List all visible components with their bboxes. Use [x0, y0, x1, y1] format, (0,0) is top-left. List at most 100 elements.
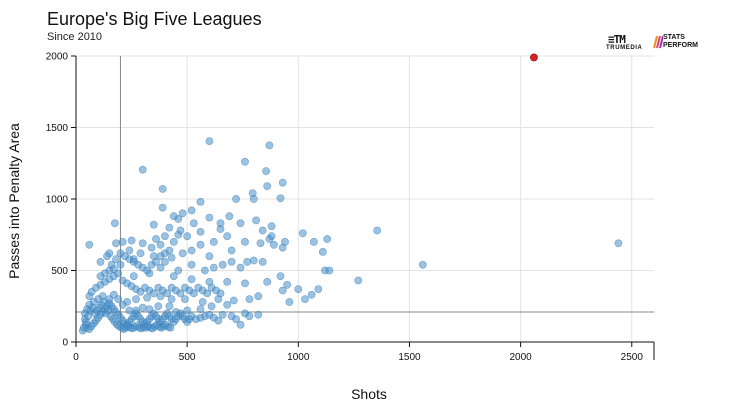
scatter-points — [78, 53, 623, 335]
data-point — [418, 260, 427, 269]
data-point — [318, 247, 327, 256]
data-point — [138, 303, 147, 312]
y-axis-label: Passes into Penalty Area — [6, 123, 22, 279]
data-point — [129, 272, 138, 281]
x-tick-label: 0 — [73, 352, 79, 363]
data-point — [187, 260, 196, 269]
logos: ≡TM TRUMEDIA STATS PERFORM — [606, 33, 716, 55]
data-point — [180, 295, 189, 303]
data-point — [178, 209, 187, 218]
x-tick-label: 2500 — [621, 352, 644, 363]
data-point — [276, 194, 285, 203]
data-point — [269, 240, 278, 249]
trumedia-mark: ≡TM — [608, 33, 626, 46]
data-point — [223, 232, 232, 241]
data-point — [198, 298, 207, 306]
data-point — [109, 265, 118, 273]
data-point — [614, 239, 623, 248]
data-point — [223, 277, 232, 286]
data-point — [307, 290, 316, 299]
x-tick-label: 1000 — [287, 352, 310, 363]
data-point — [314, 285, 323, 293]
chart-subtitle: Since 2010 — [47, 31, 103, 43]
data-point — [294, 285, 303, 293]
data-point — [254, 292, 263, 301]
data-point — [165, 302, 174, 311]
data-point — [298, 229, 307, 238]
data-point — [243, 257, 252, 266]
data-point — [169, 212, 178, 221]
data-point — [205, 137, 214, 145]
y-tick-label: 500 — [51, 266, 68, 277]
data-point — [249, 256, 258, 265]
data-point — [205, 213, 214, 222]
data-point — [125, 246, 134, 255]
data-point — [167, 253, 176, 262]
data-point — [160, 232, 169, 241]
stats-perform-line2: PERFORM — [663, 42, 698, 49]
data-point — [323, 235, 332, 243]
data-point — [203, 289, 212, 298]
data-point — [229, 296, 238, 305]
tick-labels: 0 500 1000 1500 2000 2500 0 500 1000 1500 2000 — [46, 52, 644, 364]
data-point — [256, 239, 265, 248]
data-point — [196, 240, 205, 249]
axes — [71, 55, 655, 360]
y-tick-label: 1500 — [46, 123, 69, 134]
y-tick-label: 0 — [62, 338, 68, 349]
data-point — [96, 257, 105, 266]
data-point — [149, 289, 158, 298]
data-point — [96, 272, 105, 281]
data-point — [236, 320, 245, 329]
data-point — [166, 323, 175, 332]
y-tick-label: 2000 — [46, 52, 69, 63]
data-point — [176, 226, 185, 235]
data-point — [207, 302, 216, 311]
data-point — [163, 289, 171, 298]
data-point — [249, 195, 258, 203]
data-point — [127, 236, 136, 245]
data-point — [189, 289, 198, 298]
data-point — [99, 298, 108, 306]
data-point — [262, 167, 270, 175]
data-point — [103, 252, 111, 261]
data-point — [245, 295, 254, 303]
data-point — [165, 223, 174, 232]
chart-title: Europe's Big Five Leagues — [47, 9, 262, 29]
y-tick-label: 1000 — [46, 195, 69, 206]
data-point — [125, 306, 134, 315]
x-tick-label: 1500 — [398, 352, 421, 363]
data-point — [174, 266, 183, 275]
data-point — [236, 219, 245, 228]
data-point — [200, 266, 209, 275]
data-point — [147, 243, 156, 252]
stats-perform-logo: STATS PERFORM — [651, 33, 711, 55]
data-point — [232, 315, 240, 323]
data-point — [309, 237, 318, 246]
data-point — [111, 219, 119, 228]
data-point — [167, 295, 176, 303]
data-point — [241, 237, 249, 246]
data-point — [223, 300, 232, 309]
data-point — [112, 239, 120, 248]
data-point — [205, 252, 214, 261]
stats-perform-wordmark: STATS PERFORM — [663, 34, 698, 50]
data-point — [112, 255, 120, 263]
trumedia-logo: ≡TM TRUMEDIA — [606, 33, 646, 55]
data-point — [218, 260, 227, 269]
data-point — [245, 312, 254, 321]
data-point — [258, 226, 267, 235]
stats-perform-stripes-icon — [653, 35, 663, 49]
data-point — [118, 237, 127, 246]
data-point — [241, 157, 249, 166]
data-point — [158, 185, 167, 193]
data-point — [183, 306, 192, 315]
data-point — [209, 263, 218, 272]
data-point — [263, 277, 272, 286]
x-axis-label: Shots — [351, 386, 387, 402]
trumedia-wordmark: TRUMEDIA — [606, 45, 643, 51]
stats-perform-line1: STATS — [663, 34, 685, 41]
data-point — [118, 300, 127, 309]
data-point — [152, 257, 160, 266]
